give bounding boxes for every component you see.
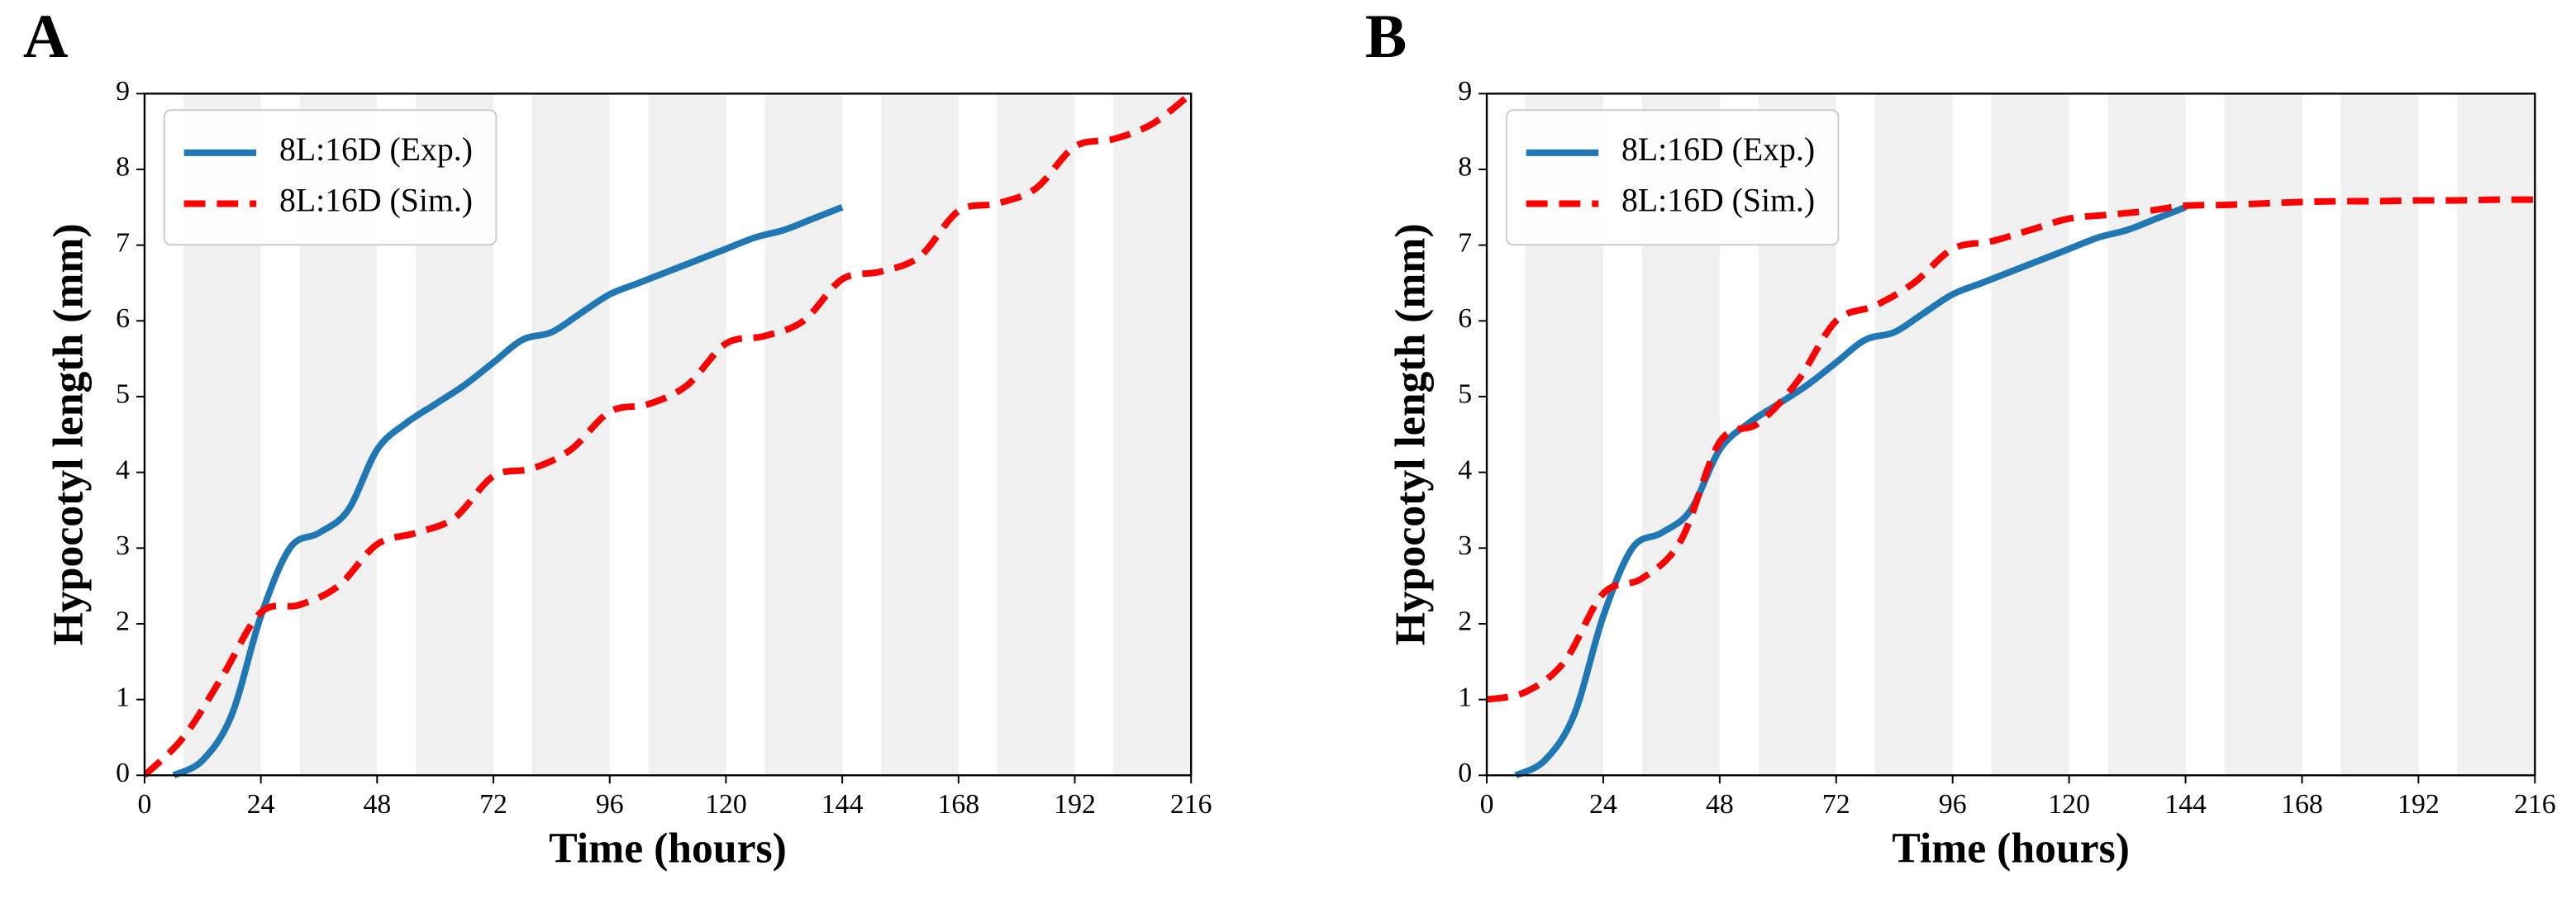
- x-tick-label: 48: [1706, 789, 1734, 820]
- line-series: [172, 204, 844, 778]
- y-axis-label: Hypocotyl length (mm): [1387, 223, 1434, 645]
- x-tick-label: 192: [2397, 789, 2440, 820]
- y-tick-label: 1: [1458, 682, 1472, 712]
- legend-box: [163, 109, 498, 246]
- y-tick-label: 4: [116, 454, 130, 485]
- y-tick-label: 6: [1458, 303, 1472, 334]
- x-tick-label: 24: [1589, 789, 1617, 820]
- x-tick-label: 96: [596, 789, 624, 820]
- y-tick-label: 5: [1458, 379, 1472, 410]
- x-tick-label: 216: [2514, 789, 2556, 820]
- dark-period: [881, 93, 959, 776]
- x-tick-label: 216: [1170, 789, 1212, 820]
- legend-label: 8L:16D (Exp.): [279, 131, 473, 168]
- y-tick-label: 1: [116, 682, 130, 712]
- dark-period: [997, 93, 1075, 776]
- dark-period: [648, 93, 726, 776]
- y-tick-label: 3: [116, 530, 130, 561]
- x-tick-label: 96: [1939, 789, 1967, 820]
- x-tick-label: 72: [479, 789, 507, 820]
- x-tick-label: 168: [2281, 789, 2323, 820]
- axes-frame: [1485, 93, 2536, 777]
- y-tick-label: 0: [1458, 758, 1472, 788]
- dark-period: [2457, 93, 2536, 776]
- y-tick-label: 7: [116, 227, 130, 258]
- dark-period: [2224, 93, 2302, 776]
- y-tick-label: 4: [1458, 454, 1472, 485]
- axes-frame: [143, 93, 1193, 777]
- x-tick-label: 120: [705, 789, 747, 820]
- x-tick-label: 24: [247, 789, 275, 820]
- dark-period: [531, 93, 610, 776]
- x-tick-label: 72: [1822, 789, 1850, 820]
- x-axis-label: Time (hours): [1892, 825, 2130, 873]
- y-axis-label: Hypocotyl length (mm): [45, 223, 92, 645]
- line-series: [1514, 204, 2187, 778]
- y-tick-label: 2: [1458, 606, 1472, 637]
- x-tick-label: 0: [1480, 789, 1494, 820]
- dark-period: [2340, 93, 2419, 776]
- x-axis-label: Time (hours): [549, 825, 787, 873]
- x-tick-label: 192: [1054, 789, 1096, 820]
- y-tick-label: 0: [116, 758, 130, 788]
- x-tick-label: 168: [937, 789, 979, 820]
- y-tick-label: 3: [1458, 530, 1472, 561]
- y-tick-label: 6: [116, 303, 130, 334]
- y-tick-label: 7: [1458, 227, 1472, 258]
- y-tick-label: 9: [116, 76, 130, 107]
- y-tick-label: 9: [1458, 76, 1472, 107]
- x-tick-label: 48: [363, 789, 391, 820]
- y-tick-label: 8: [116, 152, 130, 183]
- x-tick-label: 144: [2164, 789, 2207, 820]
- dark-period: [764, 93, 843, 776]
- line-series: [144, 91, 1192, 778]
- x-tick-label: 144: [821, 789, 864, 820]
- legend-label: 8L:16D (Exp.): [1621, 131, 1815, 168]
- x-tick-label: 120: [2048, 789, 2090, 820]
- panel-label: B: [1365, 2, 1407, 71]
- legend-box: [1505, 109, 1840, 246]
- y-tick-label: 5: [116, 379, 130, 410]
- y-tick-label: 8: [1458, 152, 1472, 183]
- dark-period: [1874, 93, 1953, 776]
- line-series: [1487, 196, 2536, 703]
- dark-period: [1991, 93, 2069, 776]
- legend-label: 8L:16D (Sim.): [279, 183, 473, 219]
- x-tick-label: 0: [137, 789, 151, 820]
- dark-period: [1113, 93, 1192, 776]
- dark-period: [2107, 93, 2186, 776]
- y-tick-label: 2: [116, 606, 130, 637]
- legend-label: 8L:16D (Sim.): [1621, 183, 1815, 219]
- panel-label: A: [23, 2, 69, 71]
